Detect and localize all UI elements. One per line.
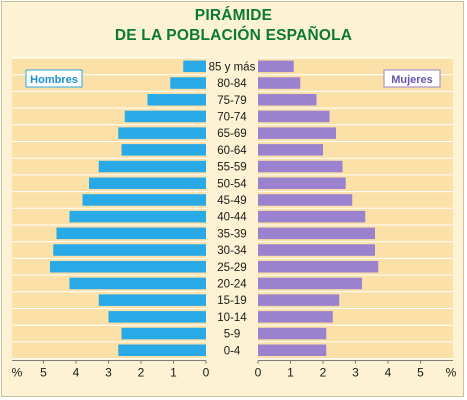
chart-title-line2: DE LA POBLACIÓN ESPAÑOLA bbox=[114, 27, 353, 44]
bar-mujeres bbox=[258, 94, 317, 106]
bar-hombres bbox=[82, 194, 206, 206]
bar-mujeres bbox=[258, 294, 340, 306]
bar-hombres bbox=[56, 227, 206, 240]
right-axis-tick-label: 2 bbox=[320, 366, 327, 380]
bar-hombres bbox=[121, 327, 206, 340]
hombres-label-box bbox=[25, 69, 83, 88]
bar-hombres bbox=[98, 160, 206, 173]
right-axis-tick-label: % bbox=[446, 366, 457, 380]
age-group-label: 80-84 bbox=[217, 78, 247, 90]
age-group-label: 25-29 bbox=[217, 262, 246, 274]
hombres-label: Hombres bbox=[30, 74, 78, 86]
age-group-label: 65-69 bbox=[217, 128, 246, 140]
right-axis-tick-label: 5 bbox=[417, 366, 424, 380]
bar-hombres bbox=[69, 277, 206, 290]
left-axis-tick-label: 3 bbox=[105, 366, 112, 380]
bar-mujeres bbox=[258, 344, 327, 356]
bar-mujeres bbox=[258, 327, 327, 340]
bar-mujeres bbox=[258, 194, 353, 206]
age-group-label: 70-74 bbox=[217, 111, 247, 123]
bar-mujeres bbox=[258, 210, 366, 223]
age-group-label: 75-79 bbox=[217, 95, 246, 107]
age-group-label: 50-54 bbox=[217, 178, 247, 190]
bar-mujeres bbox=[258, 77, 301, 89]
left-axis-tick-label: 1 bbox=[170, 366, 177, 380]
bar-mujeres bbox=[258, 277, 362, 290]
bar-mujeres bbox=[258, 261, 379, 273]
bar-hombres bbox=[170, 77, 206, 89]
bar-mujeres bbox=[258, 110, 330, 123]
age-group-label: 20-24 bbox=[217, 278, 247, 290]
right-axis-tick-label: 3 bbox=[352, 366, 359, 380]
bar-hombres bbox=[89, 177, 206, 189]
chart-title-line1: PIRÁMIDE bbox=[194, 7, 273, 24]
age-group-label: 60-64 bbox=[217, 145, 247, 157]
left-axis-tick-label: 4 bbox=[73, 366, 80, 380]
age-group-label: 15-19 bbox=[217, 295, 246, 307]
right-axis-tick-label: 4 bbox=[385, 366, 392, 380]
age-group-label: 45-49 bbox=[217, 195, 246, 207]
mujeres-label: Mujeres bbox=[391, 74, 433, 86]
bar-mujeres bbox=[258, 177, 346, 189]
age-group-label: 10-14 bbox=[217, 312, 247, 324]
bar-mujeres bbox=[258, 227, 375, 240]
bar-hombres bbox=[53, 244, 206, 256]
bar-hombres bbox=[98, 294, 206, 306]
age-group-label: 5-9 bbox=[224, 329, 241, 341]
bar-hombres bbox=[118, 127, 206, 139]
age-group-label: 40-44 bbox=[217, 212, 247, 224]
age-group-label: 55-59 bbox=[217, 162, 246, 174]
bar-hombres bbox=[124, 110, 206, 123]
left-axis-tick-label: 2 bbox=[138, 366, 145, 380]
bar-hombres bbox=[50, 261, 206, 273]
right-axis-tick-label: 1 bbox=[287, 366, 294, 380]
bar-hombres bbox=[69, 210, 206, 223]
bar-mujeres bbox=[258, 160, 343, 173]
bar-hombres bbox=[183, 60, 206, 73]
bar-mujeres bbox=[258, 244, 375, 256]
bar-hombres bbox=[108, 311, 206, 323]
left-axis-tick-label: 5 bbox=[40, 366, 47, 380]
bar-hombres bbox=[121, 144, 206, 156]
mujeres-label-box bbox=[383, 69, 441, 88]
left-axis-tick-label: % bbox=[12, 366, 23, 380]
bar-mujeres bbox=[258, 144, 323, 156]
age-group-label: 35-39 bbox=[217, 228, 246, 240]
left-axis-tick-label: 0 bbox=[203, 366, 210, 380]
bar-mujeres bbox=[258, 127, 336, 139]
right-axis-tick-label: 0 bbox=[255, 366, 262, 380]
bar-mujeres bbox=[258, 60, 294, 73]
age-group-label: 85 y más bbox=[209, 61, 256, 73]
age-group-label: 0-4 bbox=[224, 345, 241, 357]
bar-hombres bbox=[118, 344, 206, 356]
bar-hombres bbox=[147, 94, 206, 106]
bar-mujeres bbox=[258, 311, 333, 323]
age-group-label: 30-34 bbox=[217, 245, 247, 257]
